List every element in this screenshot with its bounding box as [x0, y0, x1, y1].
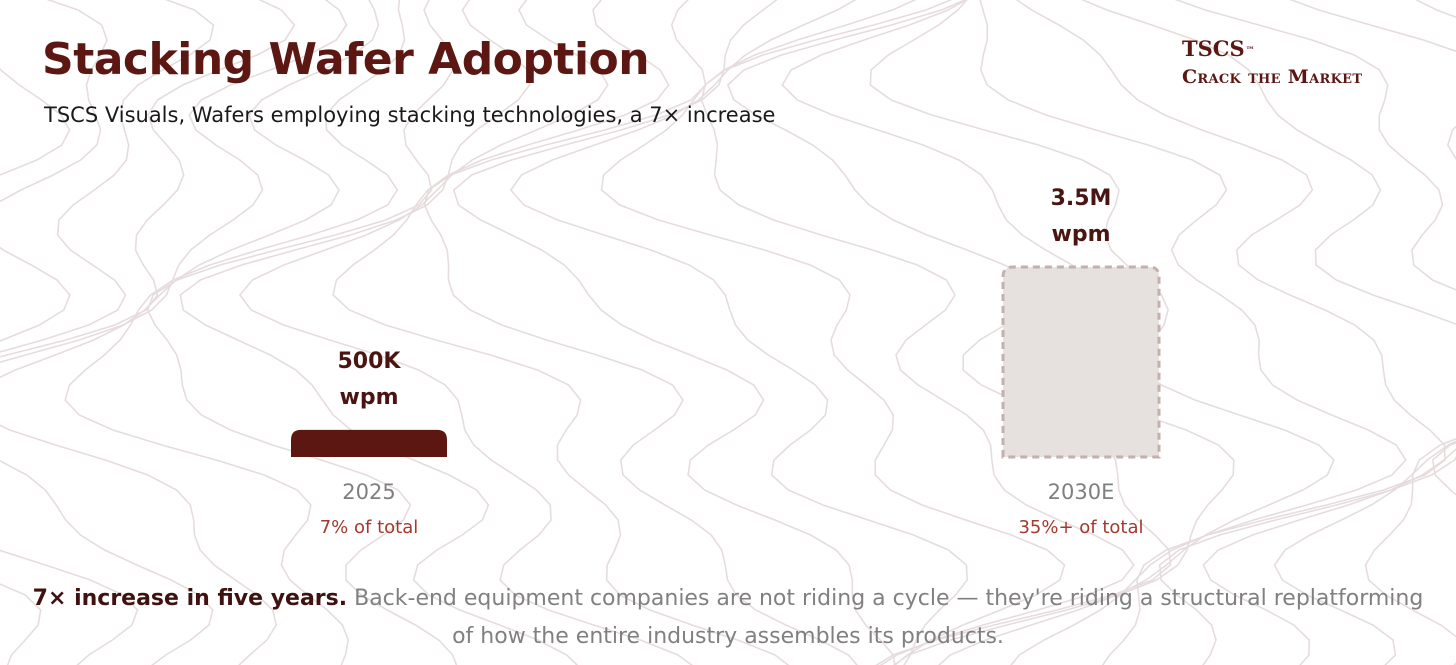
share-label: 7% of total — [320, 517, 419, 538]
contour-line — [64, 0, 406, 665]
footnote-highlight: 7× increase in five years. — [32, 586, 348, 611]
contour-line — [509, 0, 969, 665]
contour-line — [1174, 0, 1456, 665]
chart-subtitle: TSCS Visuals, Wafers employing stacking … — [44, 103, 776, 127]
contour-line — [146, 0, 458, 665]
contour-line — [179, 0, 579, 665]
bar-chart: 500K wpm 2025 7% of total 3.5M wpm 2030E 35%+ o… — [291, 186, 1161, 538]
chart-title: Stacking Wafer Adoption — [42, 34, 650, 85]
bar-unit-label: wpm — [340, 385, 399, 410]
share-label: 35%+ of total — [1018, 517, 1143, 538]
contour-line — [0, 0, 380, 665]
trademark-mark: ™ — [1245, 46, 1255, 56]
contour-line — [1364, 0, 1456, 665]
contour-line — [979, 0, 1407, 665]
bar-projected — [1001, 265, 1161, 459]
contour-line — [1015, 0, 1446, 665]
category-label: 2030E — [1048, 480, 1115, 504]
brand-name: TSCS™ — [1182, 36, 1255, 61]
contour-line — [238, 0, 693, 665]
footnote-text: Back-end equipment companies are not rid… — [354, 586, 1424, 649]
contour-line — [423, 0, 859, 665]
contour-line — [452, 0, 896, 665]
category-label: 2025 — [342, 480, 395, 504]
bar-value-label: 500K — [338, 349, 402, 374]
contour-line — [726, 0, 1172, 665]
bar-unit-label: wpm — [1052, 222, 1111, 247]
brand-tagline: Crack the Market — [1182, 66, 1363, 88]
chart-footnote: 7× increase in five years. Back-end equi… — [28, 580, 1428, 656]
contour-line — [1273, 0, 1456, 665]
contour-line — [1080, 0, 1456, 665]
contour-line — [0, 0, 348, 665]
contour-line — [700, 0, 1135, 665]
contour-line — [0, 0, 296, 665]
contour-line — [332, 0, 790, 665]
contour-line — [0, 0, 215, 665]
contour-line — [600, 0, 1066, 665]
brand-logo: TSCS™ Crack the Market — [1182, 36, 1362, 92]
contour-line — [0, 0, 108, 342]
bar-value-label: 3.5M — [1051, 186, 1112, 211]
bar-actual — [291, 429, 447, 457]
contour-line — [0, 67, 71, 176]
